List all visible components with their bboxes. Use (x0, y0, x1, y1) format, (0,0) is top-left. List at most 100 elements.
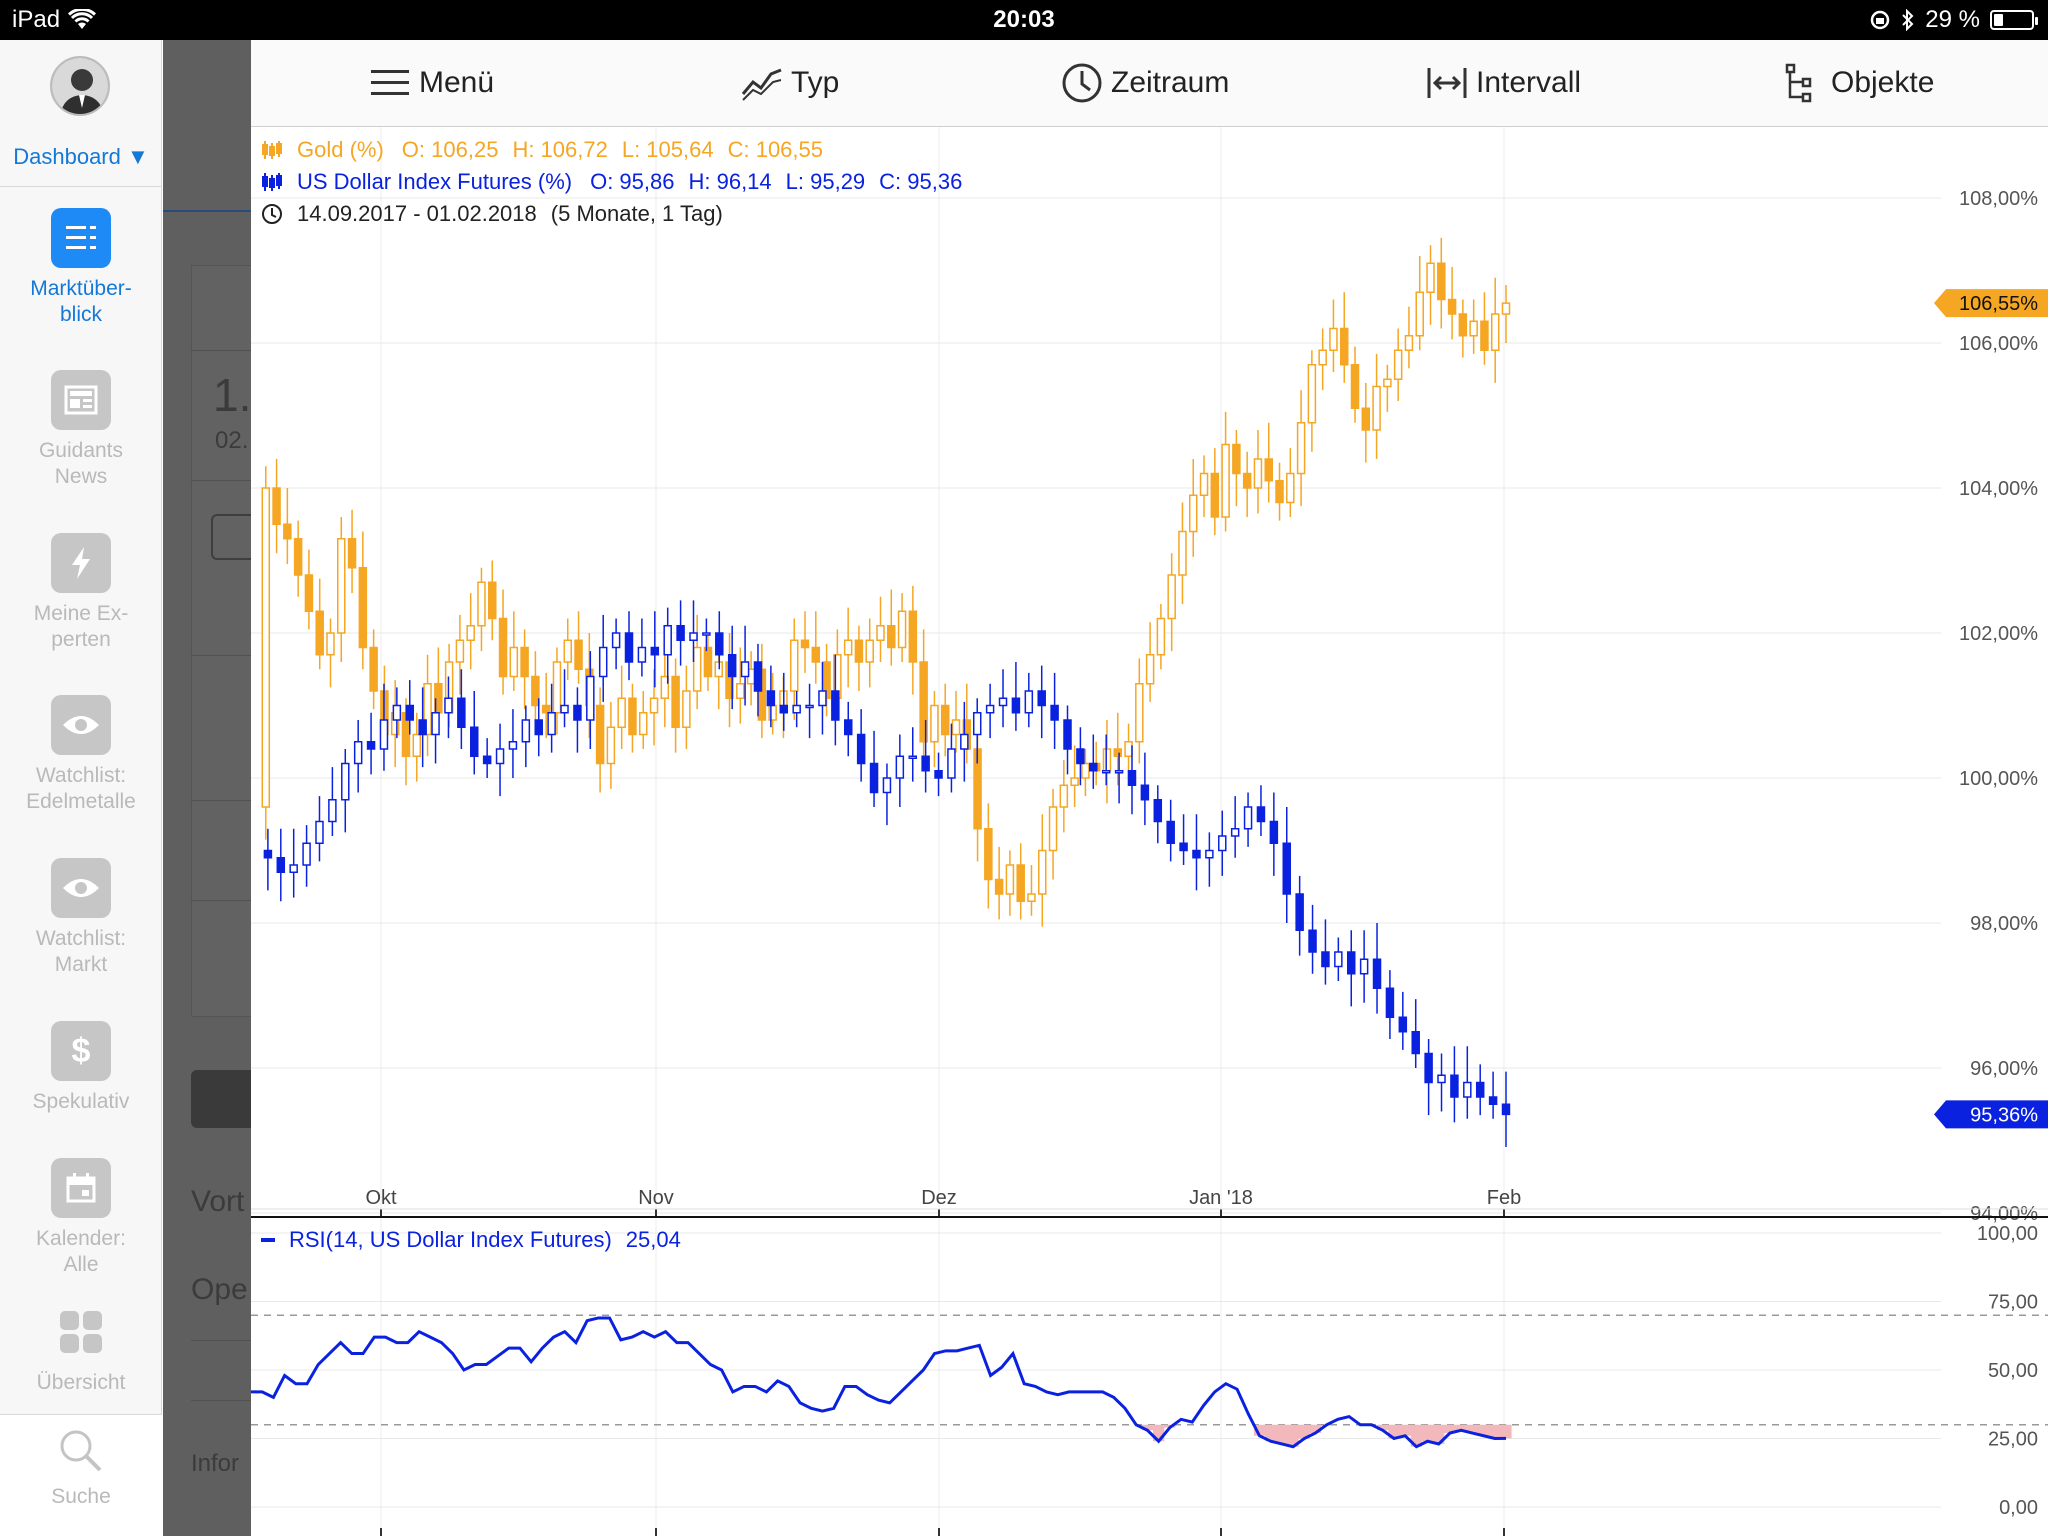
gold-candle (1005, 864, 1015, 895)
usd-candle (457, 697, 466, 728)
sidebar-item-label: Watchlist: Edelmetalle (26, 764, 136, 813)
bluetooth-icon (1902, 9, 1914, 31)
legend-usd[interactable]: US Dollar Index Futures (%) O: 95,86 H: … (261, 169, 962, 195)
gold-candle (1415, 291, 1424, 337)
menu-button[interactable]: Menü (369, 62, 494, 104)
rsi-y-tick-label: 0,00 (1999, 1497, 2038, 1519)
legend-gold[interactable]: Gold (%) O: 106,25 H: 106,72 L: 105,64 C… (261, 137, 823, 163)
sidebar-item-guidants-news[interactable]: Guidants News (0, 370, 162, 490)
gold-candle (1156, 617, 1166, 656)
search-icon (60, 1430, 102, 1472)
usd-candle (882, 777, 892, 794)
sidebar-item-kalender[interactable]: Kalender: Alle (0, 1158, 162, 1308)
gold-candle (563, 639, 572, 663)
legend-usd-high: H: 96,14 (688, 169, 772, 194)
usd-candle (611, 632, 621, 649)
gold-candle (865, 639, 874, 663)
eye-icon (51, 695, 111, 755)
sidebar-item-uebersicht[interactable]: Übersicht (0, 1302, 162, 1396)
dashboard-dropdown[interactable]: Dashboard ▼ (13, 144, 149, 169)
usd-candle (702, 632, 711, 636)
gold-candle (1361, 407, 1371, 431)
usd-candle (1488, 1096, 1498, 1105)
rsi-y-tick-label: 100,00 (1977, 1223, 2038, 1245)
gold-candle (1199, 472, 1209, 496)
legend-rsi[interactable]: RSI(14, US Dollar Index Futures) 25,04 (261, 1227, 681, 1253)
gold-candle (1145, 654, 1155, 685)
gold-candle (552, 661, 562, 714)
sidebar-item-label: Meine Ex- perten (33, 602, 129, 651)
usd-candle (1334, 951, 1343, 968)
gold-candle (703, 646, 713, 678)
candle-icon (262, 141, 282, 159)
interval-button[interactable]: Intervall (1426, 62, 1581, 104)
period-button[interactable]: Zeitraum (1061, 62, 1229, 104)
gold-candle (1372, 385, 1381, 431)
background-box (211, 514, 251, 560)
usd-candle (689, 632, 698, 641)
sidebar-item-meine-experten[interactable]: Meine Ex- perten (0, 533, 162, 653)
gold-candle (1307, 364, 1317, 424)
rotation-lock-icon (1871, 10, 1890, 30)
usd-candle (1411, 1031, 1420, 1055)
divider (191, 480, 251, 481)
gold-candle (1070, 777, 1079, 786)
gold-candle (800, 639, 810, 649)
gold-candle (455, 639, 465, 663)
gold-candle (1404, 335, 1414, 351)
usd-candle (276, 857, 286, 873)
avatar[interactable] (50, 56, 110, 116)
search-label: Suche (51, 1485, 111, 1508)
chart-panel: Menü Typ Zeitraum Intervall (251, 40, 2048, 1536)
search-tab[interactable]: Suche (0, 1415, 162, 1536)
usd-candle (960, 733, 969, 750)
gold-candle (984, 828, 993, 881)
gold-candle (369, 646, 378, 692)
gold-candle (789, 639, 799, 692)
gold-candle (531, 675, 540, 707)
usd-candle (921, 755, 930, 772)
gold-candle (606, 726, 616, 765)
usd-candle (1346, 951, 1356, 975)
menu-label: Menü (419, 66, 495, 99)
usd-candle (1437, 1074, 1446, 1084)
price-chart[interactable]: 108,00% 106,00% 104,00% 102,00% 100,00% 98,00… (251, 127, 2048, 1536)
usd-candle (1475, 1081, 1485, 1098)
sidebar-item-watchlist-edelmetalle[interactable]: Watchlist: Edelmetalle (0, 695, 162, 815)
usd-candle (598, 646, 608, 678)
gold-candle (293, 538, 303, 576)
legend-usd-name: US Dollar Index Futures (%) (297, 169, 573, 194)
gold-candle (994, 878, 1004, 895)
divider (0, 186, 162, 187)
user-icon (52, 58, 108, 114)
y-tick-label: 108,00% (1959, 188, 2038, 210)
usd-candle (1450, 1074, 1459, 1098)
sidebar-item-spekulativ[interactable]: $ Spekulativ (0, 1021, 162, 1115)
gold-candle (843, 639, 853, 656)
gold-candle (671, 675, 680, 728)
dollar-icon: $ (51, 1021, 111, 1081)
gold-candle (930, 704, 939, 743)
sidebar-item-label: Marktüber- blick (30, 277, 132, 326)
usd-candle (1050, 704, 1059, 721)
gold-candle (412, 733, 422, 757)
sidebar-item-watchlist-markt[interactable]: Watchlist: Markt (0, 858, 162, 978)
gold-candle (1242, 472, 1252, 489)
usd-candle (663, 625, 672, 656)
usd-candle (1192, 849, 1201, 859)
sidebar-item-marktuebersicht[interactable]: Marktüber- blick (0, 208, 162, 328)
gold-candle (1253, 458, 1263, 489)
type-button[interactable]: Typ (741, 62, 839, 104)
gold-candle (1038, 849, 1047, 895)
objects-button[interactable]: Objekte (1781, 62, 1934, 104)
objects-label: Objekte (1831, 66, 1935, 99)
usd-last-badge (1934, 1100, 2048, 1129)
usd-candle (495, 748, 505, 765)
gold-candle (617, 697, 626, 728)
y-tick-label: 102,00% (1959, 623, 2038, 645)
list-icon (51, 208, 111, 268)
gold-candle (315, 610, 324, 656)
gold-candle (854, 639, 864, 663)
chart-canvas[interactable]: 108,00% 106,00% 104,00% 102,00% 100,00% 98,00… (251, 127, 2048, 1536)
usd-candle (315, 820, 324, 844)
